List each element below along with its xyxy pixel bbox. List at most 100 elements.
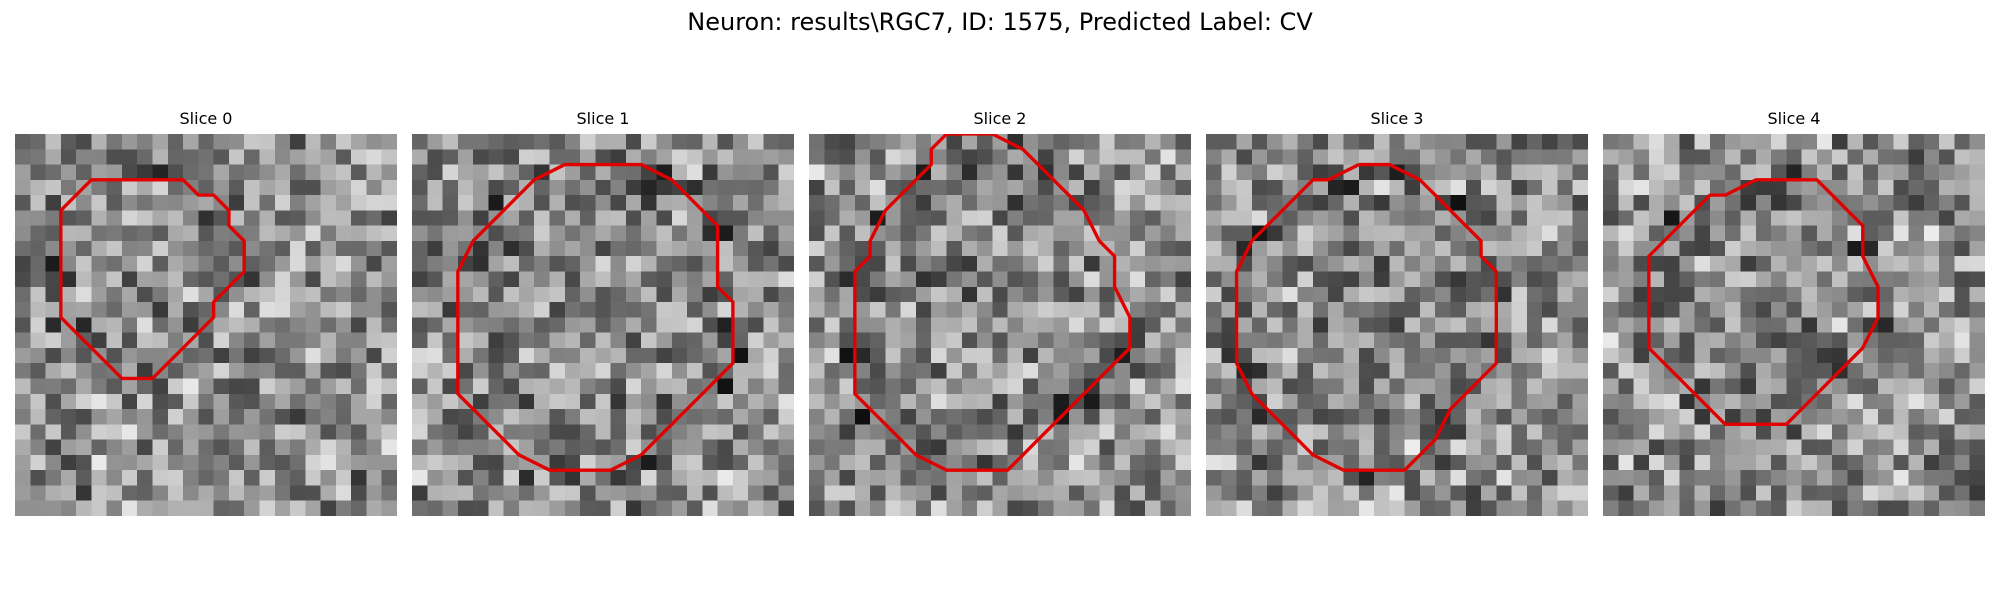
pixel [1038, 225, 1054, 242]
pixel [1419, 134, 1436, 150]
pixel [1374, 454, 1390, 471]
pixel [748, 225, 764, 242]
pixel [1648, 393, 1665, 410]
pixel [1435, 134, 1451, 150]
pixel [1572, 332, 1588, 349]
pixel [381, 134, 397, 150]
pixel [1481, 225, 1497, 242]
pixel [763, 347, 780, 364]
pixel [1709, 347, 1726, 364]
pixel [1542, 485, 1558, 502]
pixel [1939, 256, 1955, 272]
pixel [1206, 454, 1222, 471]
pixel [992, 302, 1008, 318]
pixel [885, 149, 901, 165]
pixel [152, 164, 169, 181]
pixel [580, 500, 596, 516]
pixel [1114, 271, 1131, 288]
pixel [167, 271, 184, 288]
pixel [518, 500, 535, 516]
pixel [748, 347, 764, 364]
pixel [1816, 195, 1833, 211]
pixel [1389, 149, 1405, 165]
pixel [473, 424, 489, 440]
pixel [1801, 409, 1818, 425]
pixel [1526, 210, 1543, 226]
pixel [1618, 485, 1634, 502]
pixel [671, 424, 688, 440]
pixel [1328, 302, 1344, 318]
pixel [412, 363, 428, 379]
pixel [656, 439, 673, 456]
pixel [763, 454, 780, 471]
pixel [732, 302, 749, 318]
pixel [1740, 195, 1757, 211]
pixel [778, 179, 794, 196]
pixel [1557, 164, 1574, 181]
pixel [45, 271, 62, 288]
pixel [76, 347, 92, 364]
pixel [305, 286, 321, 303]
pixel [503, 485, 520, 502]
pixel [1572, 424, 1588, 440]
pixel [503, 225, 520, 242]
pixel [1633, 195, 1650, 211]
pixel [656, 256, 673, 272]
pixel [671, 210, 688, 226]
pixel [1557, 302, 1574, 318]
pixel [1297, 210, 1314, 226]
pixel [290, 134, 306, 150]
pixel [1419, 317, 1436, 333]
pixel [137, 500, 153, 516]
pixel [931, 317, 947, 333]
pixel [412, 195, 428, 211]
pixel [656, 317, 673, 333]
pixel [824, 347, 840, 364]
pixel [992, 347, 1008, 364]
pixel [885, 225, 901, 242]
pixel [1099, 439, 1115, 456]
pixel [1816, 393, 1833, 410]
pixel [1603, 271, 1619, 288]
pixel [1084, 302, 1100, 318]
pixel [1312, 149, 1329, 165]
pixel [1679, 332, 1695, 349]
pixel [580, 286, 596, 303]
pixel [1969, 317, 1985, 333]
pixel [15, 164, 31, 181]
pixel [839, 164, 856, 181]
pixel [1725, 500, 1741, 516]
pixel [702, 454, 718, 471]
pixel [885, 302, 901, 318]
pixel [610, 439, 627, 456]
pixel [152, 378, 169, 395]
pixel [351, 332, 367, 349]
pixel [1465, 271, 1482, 288]
pixel [45, 210, 62, 226]
pixel [335, 240, 352, 257]
pixel [1175, 363, 1191, 379]
pixel [656, 500, 673, 516]
pixel [167, 363, 184, 379]
pixel [1465, 302, 1482, 318]
pixel [732, 439, 749, 456]
pixel [1557, 179, 1574, 196]
pixel [320, 134, 337, 150]
pixel [1389, 363, 1405, 379]
pixel [1068, 378, 1085, 395]
pixel [76, 378, 92, 395]
pixel [1542, 378, 1558, 395]
pixel [91, 210, 107, 226]
pixel [290, 317, 306, 333]
pixel [1725, 164, 1741, 181]
pixel [870, 454, 886, 471]
pixel [1022, 164, 1039, 181]
pixel [1038, 256, 1054, 272]
pixel [1114, 378, 1131, 395]
pixel [656, 454, 673, 471]
pixel [1007, 409, 1024, 425]
pixel [1969, 240, 1985, 257]
pixel [977, 210, 993, 226]
pixel [1862, 225, 1879, 242]
pixel [473, 271, 489, 288]
